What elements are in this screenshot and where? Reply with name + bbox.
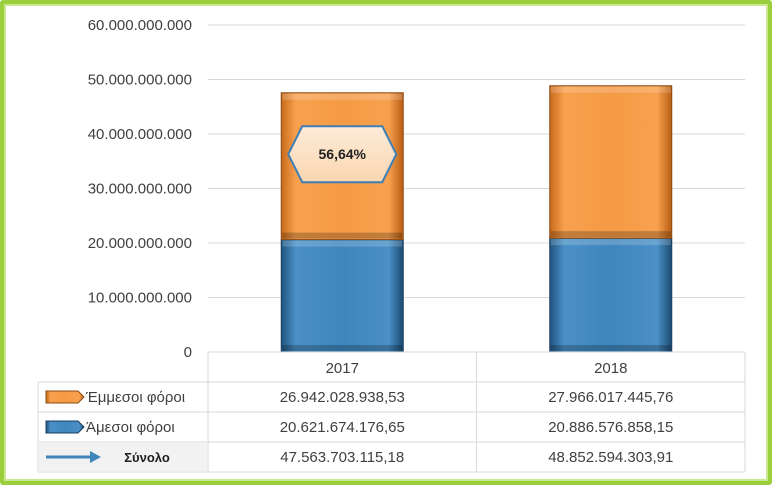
arrow-right-icon	[46, 451, 101, 463]
bar-bevel-top	[282, 93, 403, 100]
bar-segment	[549, 237, 673, 353]
annotations: 56,64%	[287, 125, 398, 184]
row-label: Άμεσοι φόροι	[86, 419, 175, 436]
x-category-label: 2017	[326, 360, 359, 377]
legend-key-shape	[45, 390, 85, 404]
y-tick-label: 40.000.000.000	[88, 126, 192, 143]
bar-body	[549, 85, 673, 239]
y-tick-label: 30.000.000.000	[88, 181, 192, 198]
x-category-label: 2018	[594, 360, 627, 377]
bar-bevel-bottom	[550, 231, 671, 238]
data-cell: 20.621.674.176,65	[280, 419, 405, 436]
legend-key-indirect	[45, 390, 85, 404]
arrow-head	[90, 451, 101, 463]
y-tick-label: 50.000.000.000	[88, 72, 192, 89]
bar-segment	[549, 85, 673, 239]
y-tick-label: 0	[184, 344, 192, 361]
bar-bevel-top	[550, 239, 671, 246]
y-tick-label: 20.000.000.000	[88, 235, 192, 252]
data-cell: 20.886.576.858,15	[548, 419, 673, 436]
bar-bevel-bottom	[282, 232, 403, 239]
bar-body	[549, 237, 673, 353]
row-label: Έμμεσοι φόροι	[85, 389, 185, 406]
bar-body	[280, 239, 404, 353]
bar-bevel-top	[282, 240, 403, 247]
bar-bevel-top	[550, 86, 671, 93]
y-tick-label: 10.000.000.000	[88, 290, 192, 307]
callout-text: 56,64%	[319, 146, 367, 162]
legend-key-direct	[45, 420, 85, 434]
legend-key-shape	[45, 420, 85, 434]
bar-bevel-bottom	[282, 345, 403, 351]
data-cell: 27.966.017.445,76	[548, 389, 673, 406]
data-cell: 48.852.594.303,91	[548, 449, 673, 466]
bar-segment	[280, 239, 404, 353]
bars	[280, 85, 673, 353]
data-cell: 47.563.703.115,18	[280, 449, 404, 466]
percentage-callout: 56,64%	[287, 125, 398, 184]
data-cell: 26.942.028.938,53	[280, 389, 405, 406]
y-axis: 0 10.000.000.000 20.000.000.000 30.000.000.…	[88, 17, 192, 361]
bar-bevel-bottom	[550, 345, 671, 351]
callout-shape	[287, 125, 398, 184]
row-label-total: Σύνολο	[124, 450, 170, 465]
data-table: 2017 2018 Έμμεσοι φόροι 26.942.028.938,53 27…	[37, 351, 746, 473]
y-tick-label: 60.000.000.000	[88, 17, 192, 34]
